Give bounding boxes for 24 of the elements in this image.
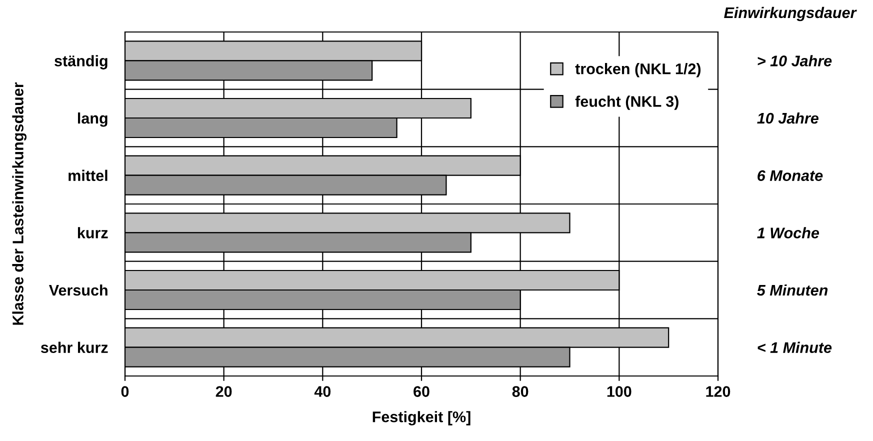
x-tick-label: 40 (314, 386, 331, 397)
y-tick-label: kurz (78, 227, 108, 238)
y2-tick-label: < 1 Minute (758, 342, 832, 354)
y-tick-label: Versuch (48, 284, 108, 296)
y2-tick-label: 6 Monate (758, 170, 823, 182)
y2-tick-label: 5 Minuten (757, 284, 828, 296)
x-tick-label: 0 (121, 386, 129, 397)
legend-label: feucht (NKL 3) (575, 96, 678, 110)
y2-tick-label: 1 Woche (757, 227, 820, 238)
y-tick-label: lang (78, 112, 108, 127)
x-tick-label: 60 (414, 386, 430, 397)
y-tick-label: ständig (54, 55, 108, 70)
x-tick-label: 120 (706, 386, 730, 397)
legend-label: trocken (NKL 1/2) (575, 63, 701, 78)
y2-tick-label: 10 Jahre (757, 112, 818, 124)
x-tick-label: 20 (216, 386, 232, 397)
y2-axis-title: Einwirkungsdauer (724, 6, 857, 22)
y-tick-label: mittel (68, 170, 108, 182)
x-axis-title: Festigkeit [%] (372, 411, 470, 426)
x-tick-label: 80 (512, 386, 528, 397)
x-tick-label: 100 (607, 386, 632, 397)
y2-tick-label: > 10 Jahre (758, 55, 832, 66)
y-tick-label: sehr kurz (40, 342, 108, 354)
y-axis-title: Klasse der Lasteinwirkungsdauer (12, 82, 27, 325)
